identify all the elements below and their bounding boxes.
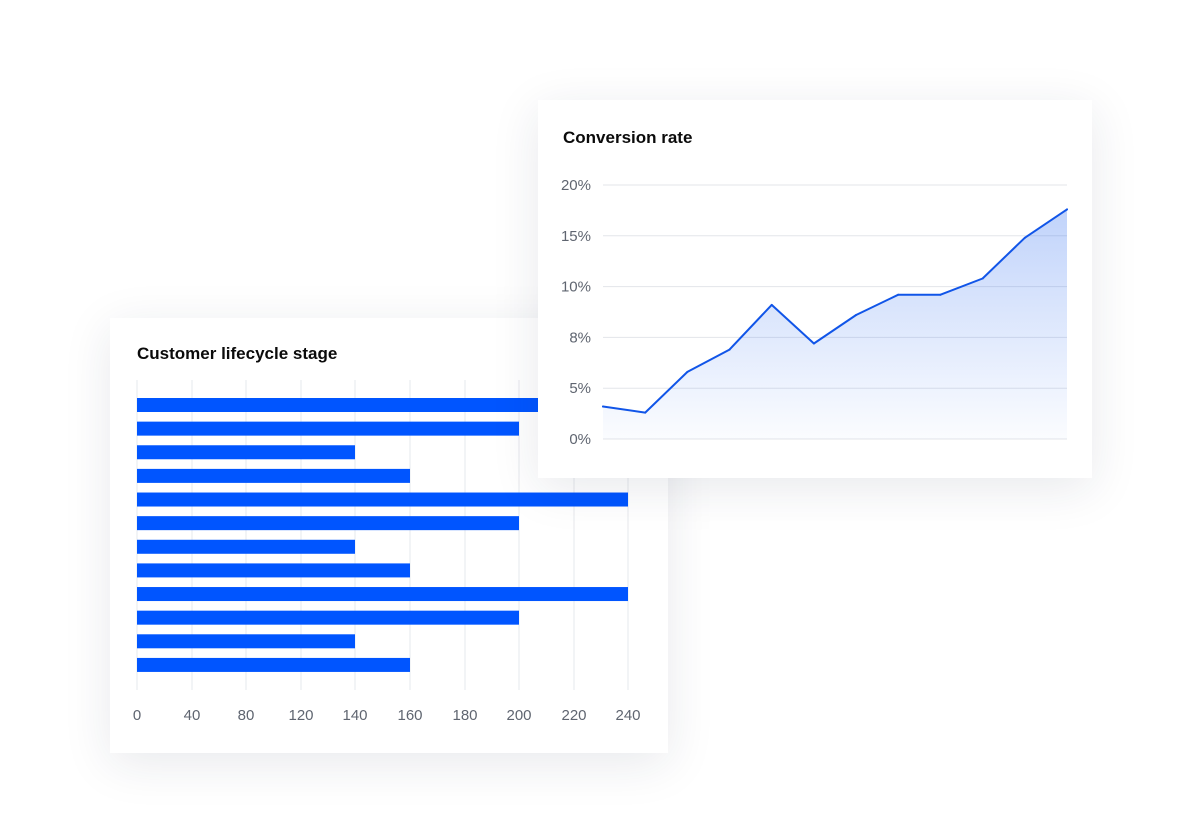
x-tick-label: 160: [397, 707, 422, 724]
y-tick-label: 0%: [569, 431, 591, 448]
data-point: [686, 370, 689, 373]
x-tick-label: 220: [561, 707, 586, 724]
data-point: [812, 342, 815, 345]
bar: [137, 563, 410, 578]
bar: [137, 634, 355, 649]
x-tick-label: 0: [133, 707, 141, 724]
x-tick-label: 80: [238, 707, 255, 724]
data-point: [855, 314, 858, 317]
x-tick-label: 200: [506, 707, 531, 724]
conversion-area-chart: 20% 15% 10% 8% 5% 0%: [561, 177, 1068, 448]
bar: [137, 657, 410, 672]
data-point: [602, 405, 604, 408]
y-tick-label: 10%: [561, 279, 591, 296]
conversion-chart-title: Conversion rate: [563, 128, 693, 147]
bar: [137, 516, 519, 531]
y-tick-label: 20%: [561, 177, 591, 194]
data-point: [644, 411, 647, 414]
data-point: [1066, 208, 1068, 211]
data-point: [981, 277, 984, 280]
x-tick-label: 40: [184, 707, 201, 724]
data-point: [770, 303, 773, 306]
x-tick-label: 240: [615, 707, 640, 724]
bar: [137, 492, 628, 507]
data-point: [897, 293, 900, 296]
bar: [137, 587, 628, 602]
y-tick-label: 5%: [569, 380, 591, 397]
bar: [137, 421, 519, 436]
conversion-area-fill: [603, 209, 1067, 439]
data-point: [939, 293, 942, 296]
lifecycle-chart-title: Customer lifecycle stage: [137, 344, 338, 363]
conversion-series-line: [602, 208, 1068, 414]
bar: [137, 468, 410, 483]
data-point: [1023, 236, 1026, 239]
bar: [137, 398, 539, 412]
bar: [137, 445, 355, 460]
x-tick-label: 120: [288, 707, 313, 724]
conversion-chart-card: Conversion rate 20% 15% 10% 8% 5% 0%: [538, 100, 1092, 478]
y-tick-label: 15%: [561, 228, 591, 245]
lifecycle-bar-chart: 0 40 80 120 140 160 180 200 220 240: [133, 380, 641, 724]
data-point: [728, 348, 731, 351]
x-tick-label: 180: [452, 707, 477, 724]
bar: [137, 610, 519, 625]
y-tick-label: 8%: [569, 329, 591, 346]
x-tick-label: 140: [342, 707, 367, 724]
bar: [137, 539, 355, 554]
